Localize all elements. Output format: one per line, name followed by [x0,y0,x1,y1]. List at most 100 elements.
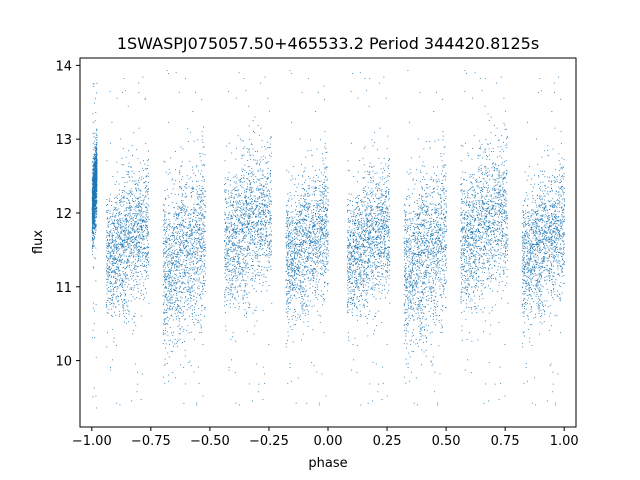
data-point [239,207,241,208]
data-point [174,312,176,314]
data-point [121,233,123,235]
data-point [108,271,109,273]
data-point [171,279,173,281]
data-point [124,303,125,304]
data-point [164,226,166,228]
data-point [243,208,244,210]
data-point [248,174,249,176]
data-point [178,339,180,341]
data-point [186,250,188,252]
data-point [255,215,257,217]
data-point [121,243,123,245]
data-point [173,234,174,236]
data-point [185,78,186,80]
data-point [178,224,180,225]
data-point [181,283,183,285]
data-point [228,369,230,371]
data-point [191,228,193,230]
data-point [202,251,204,252]
data-point [94,203,96,205]
data-point [134,232,136,234]
data-point [112,260,114,262]
data-point [176,217,177,219]
data-point [199,153,201,155]
data-point [233,258,235,260]
data-point [136,206,138,207]
data-point [230,218,231,220]
data-point [142,266,144,267]
data-point [248,149,250,151]
data-point [143,201,144,203]
data-point [140,219,142,220]
data-point [93,181,94,182]
data-point [116,267,118,268]
data-point [130,206,132,208]
data-point [248,222,250,224]
data-point [167,295,169,297]
data-point [184,302,185,304]
data-point [197,139,199,141]
data-point [180,186,182,188]
data-point [225,197,227,199]
data-point [123,321,125,323]
data-point [249,269,251,271]
data-point [110,282,112,284]
data-point [172,178,174,180]
data-point [111,240,113,242]
data-point [241,228,243,229]
data-point [91,197,93,199]
data-point [238,246,240,248]
data-point [167,257,169,259]
data-point [189,315,191,317]
data-point [227,177,229,178]
data-point [190,176,192,178]
data-point [178,241,180,243]
data-point [183,319,185,321]
data-point [171,239,173,240]
data-point [268,213,269,214]
data-point [178,91,180,93]
data-point [189,226,191,228]
data-point [95,189,97,191]
data-point [263,212,265,214]
data-point [165,330,166,331]
data-point [112,215,114,217]
data-point [194,227,195,229]
data-point [166,238,168,240]
data-point [177,255,178,257]
data-point [92,181,94,183]
data-point [200,218,202,220]
data-point [123,230,125,232]
data-point [164,317,166,319]
data-point [94,219,96,221]
data-point [163,319,165,320]
data-point [252,210,254,212]
data-point [92,142,94,144]
data-point [93,193,95,195]
data-point [175,275,177,277]
data-point [241,229,243,230]
data-point [193,278,195,280]
data-point [92,227,93,228]
data-point [136,284,138,285]
data-point [245,285,247,287]
data-point [177,216,179,218]
data-point [176,236,178,238]
data-point [198,233,200,234]
data-point [267,260,269,262]
data-point [171,265,173,266]
data-point [254,278,256,279]
data-point [169,172,171,174]
data-point [123,231,124,232]
data-point [148,256,150,258]
data-point [167,274,169,276]
data-point [181,193,183,195]
data-point [185,208,187,210]
data-point [126,322,127,324]
data-point [92,234,94,236]
data-point [92,203,94,205]
data-point [118,315,120,317]
data-point [203,188,204,190]
data-point [200,220,202,222]
data-point [125,301,127,303]
